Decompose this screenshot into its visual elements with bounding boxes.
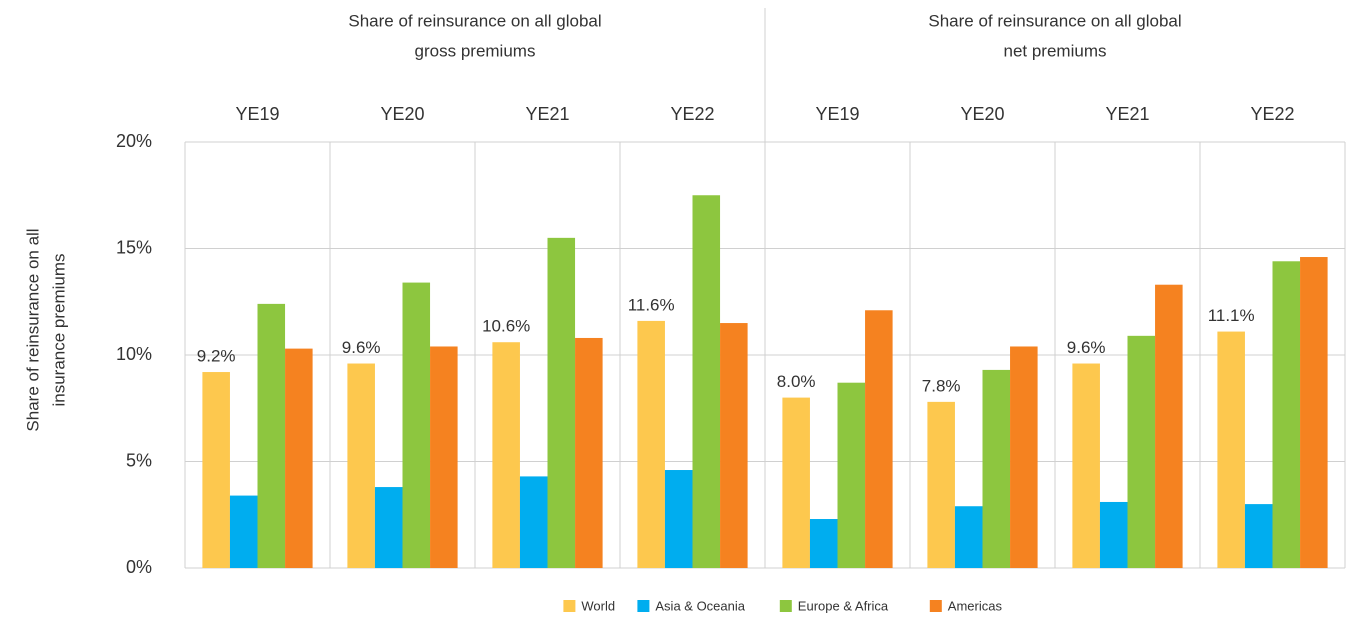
bar	[202, 372, 230, 568]
bar	[1155, 284, 1183, 568]
bar	[402, 282, 431, 568]
bar	[954, 506, 983, 568]
legend-swatch	[779, 600, 792, 612]
legend-label: World	[581, 598, 615, 613]
bar	[637, 320, 665, 568]
legend-swatch	[929, 600, 942, 612]
bar	[492, 342, 520, 568]
y-tick-label: 10%	[116, 344, 152, 364]
bar	[430, 346, 458, 568]
value-label: 9.2%	[197, 347, 236, 366]
y-tick-label: 15%	[116, 237, 152, 257]
value-label: 11.6%	[628, 295, 675, 314]
bar	[285, 348, 313, 568]
x-tick-label: YE20	[960, 104, 1004, 124]
x-tick-label: YE19	[235, 104, 279, 124]
bar	[1099, 501, 1128, 568]
bar	[1010, 346, 1038, 568]
group-label: Share of reinsurance on all global	[928, 11, 1181, 30]
x-tick-label: YE22	[670, 104, 714, 124]
bar	[837, 382, 866, 568]
bar	[782, 397, 810, 568]
value-label: 11.1%	[1208, 306, 1255, 325]
bar	[692, 195, 721, 568]
y-tick-label: 20%	[116, 131, 152, 151]
bar	[927, 401, 955, 568]
x-tick-label: YE21	[525, 104, 569, 124]
legend-label: Asia & Oceania	[655, 598, 745, 613]
bar	[1300, 257, 1328, 568]
bar	[982, 369, 1011, 568]
bar	[865, 310, 893, 568]
bar	[1272, 261, 1301, 568]
bar	[809, 519, 838, 568]
bar	[519, 476, 548, 568]
bar	[1127, 335, 1156, 568]
value-label: 10.6%	[482, 317, 530, 336]
legend-swatch	[637, 600, 650, 612]
bar	[547, 237, 576, 568]
value-label: 9.6%	[1067, 338, 1106, 357]
legend-label: Europe & Africa	[798, 598, 889, 613]
bar	[575, 337, 603, 568]
y-axis-label: insurance premiums	[49, 253, 68, 406]
legend-swatch	[563, 600, 576, 612]
y-axis-label: Share of reinsurance on all	[23, 228, 42, 431]
legend-label: Americas	[948, 598, 1003, 613]
value-label: 8.0%	[777, 372, 816, 391]
bar	[347, 363, 375, 568]
x-tick-label: YE22	[1250, 104, 1294, 124]
x-tick-label: YE20	[380, 104, 424, 124]
group-label: gross premiums	[415, 41, 536, 60]
bar	[229, 495, 258, 568]
bar	[257, 303, 286, 568]
y-tick-label: 0%	[126, 557, 152, 577]
bar	[374, 487, 403, 568]
group-label: Share of reinsurance on all global	[348, 11, 601, 30]
bar	[1072, 363, 1100, 568]
bar	[1244, 504, 1273, 568]
value-label: 7.8%	[922, 376, 961, 395]
group-label: net premiums	[1004, 41, 1107, 60]
x-tick-label: YE19	[815, 104, 859, 124]
value-label: 9.6%	[342, 338, 381, 357]
bar	[664, 470, 693, 568]
bar	[1217, 331, 1245, 568]
bar	[720, 323, 748, 568]
y-tick-label: 5%	[126, 450, 152, 470]
x-tick-label: YE21	[1105, 104, 1149, 124]
